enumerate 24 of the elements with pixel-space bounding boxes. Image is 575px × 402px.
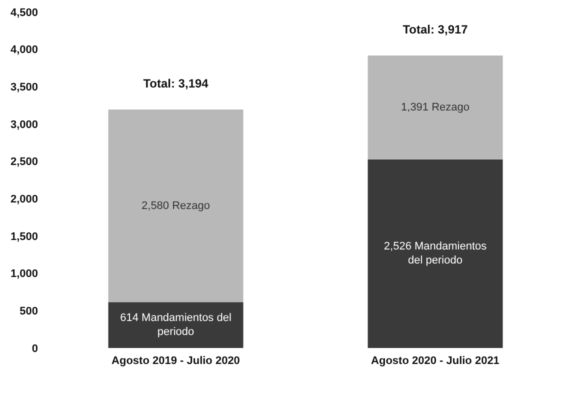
total-label: Total: 3,917 [402,22,468,37]
bar [368,56,503,160]
text: periodo [157,326,194,338]
text: del periodo [408,254,462,267]
bar [108,110,244,302]
bar [108,302,244,348]
y-tick-label: 4,500 [10,6,38,19]
y-tick-label: 1,000 [10,268,38,280]
y-tick-label: 1,500 [10,230,38,243]
text: 2,580 Rezago [142,200,210,212]
x-tick-label: Agosto 2019 - Julio 2020 [112,354,240,367]
text: 614 Mandamientos del [120,312,232,324]
y-tick-label: 0 [32,342,38,355]
y-tick-label: 3,500 [10,82,38,94]
y-tick-label: 3,000 [10,118,38,131]
y-tick-label: 2,000 [10,194,38,206]
y-tick-label: 4,000 [10,44,38,56]
y-tick-label: 2,500 [10,156,38,168]
bar [368,159,503,348]
text: 2,526 Mandamientos [384,240,487,253]
y-tick-label: 500 [20,306,38,318]
text: 1,391 Rezago [401,101,470,114]
total-label: Total: 3,194 [143,76,209,91]
x-tick-label: Agosto 2020 - Julio 2021 [371,354,500,367]
